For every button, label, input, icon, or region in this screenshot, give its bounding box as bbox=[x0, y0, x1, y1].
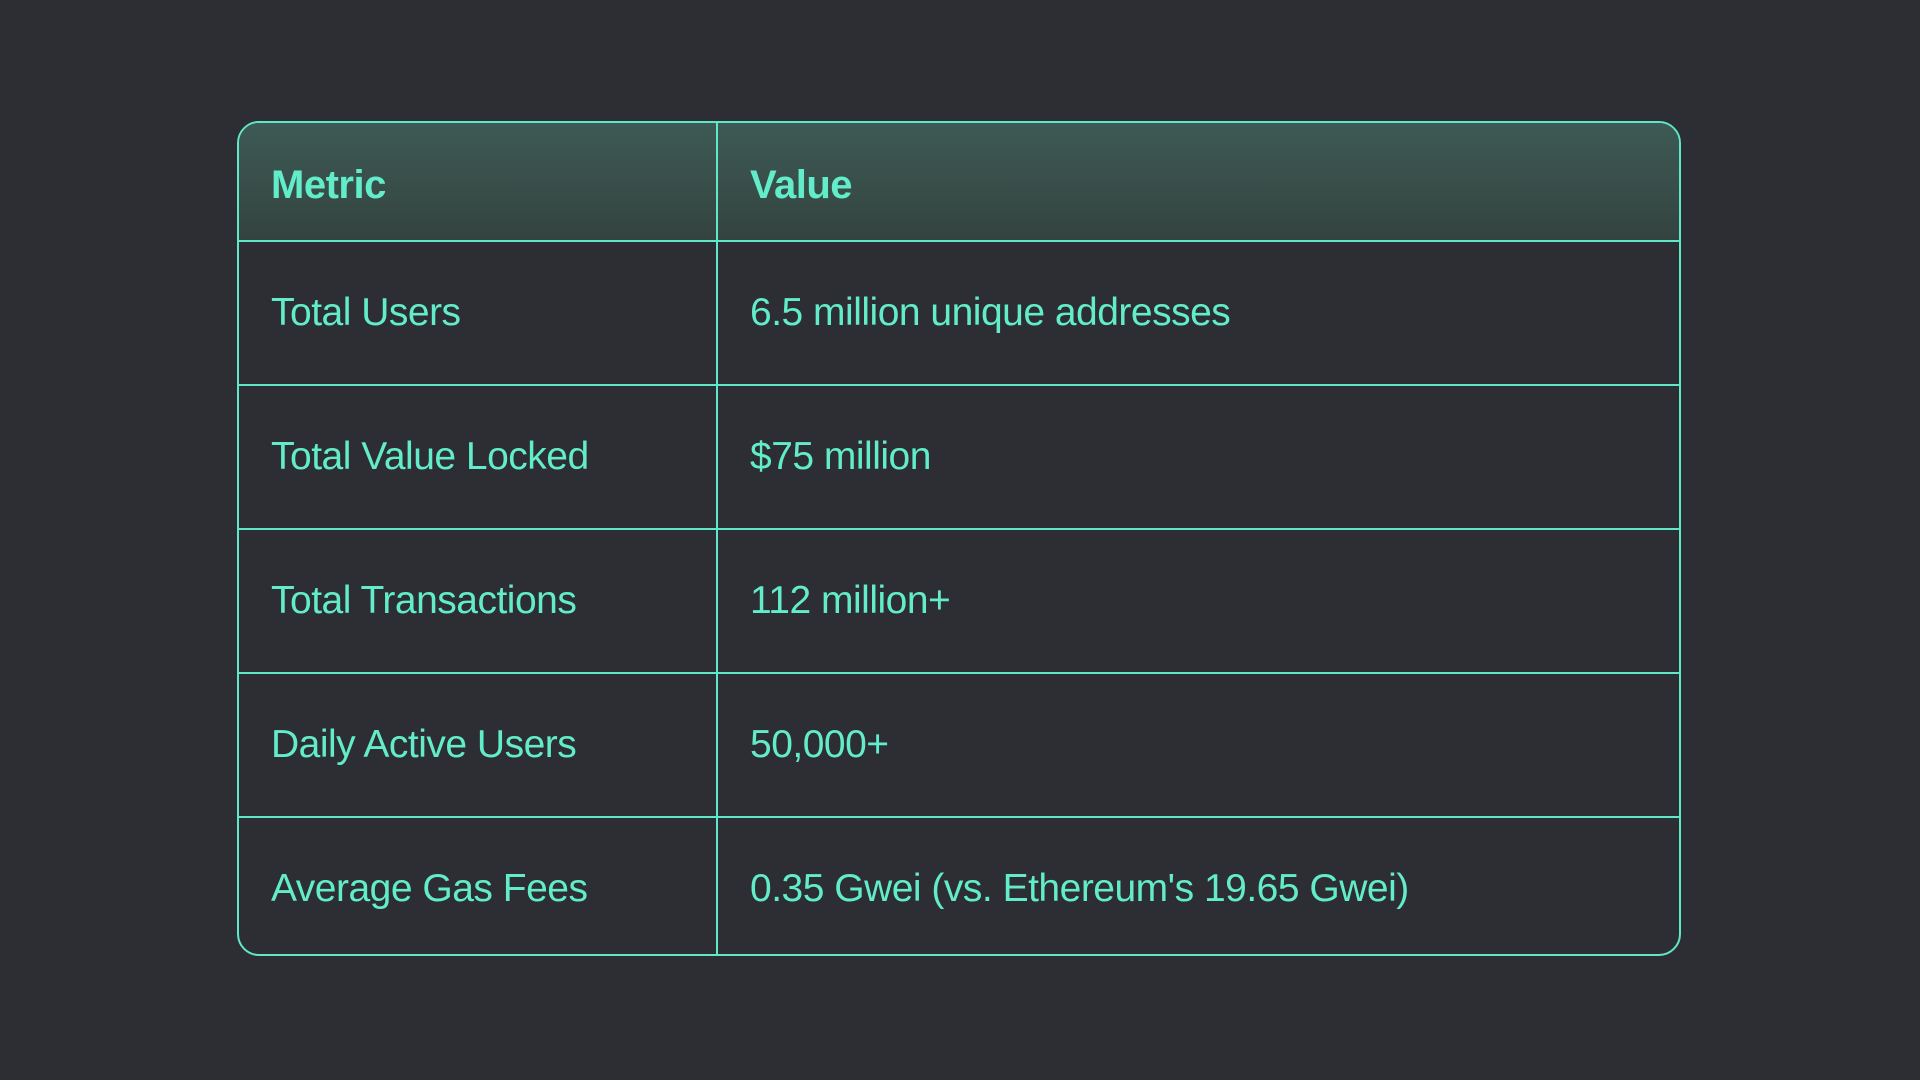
metric-cell: Total Value Locked bbox=[239, 386, 718, 528]
value-cell: $75 million bbox=[750, 435, 931, 478]
header-value: Value bbox=[750, 163, 853, 207]
table-row: Total Transactions 112 million+ bbox=[239, 528, 1679, 672]
metric-cell: Total Users bbox=[239, 242, 718, 384]
metric-cell: Average Gas Fees bbox=[239, 818, 718, 954]
value-cell: 6.5 million unique addresses bbox=[750, 291, 1231, 334]
header-metric: Metric bbox=[239, 123, 718, 240]
value-cell: 0.35 Gwei (vs. Ethereum's 19.65 Gwei) bbox=[750, 867, 1409, 910]
value-cell: 50,000+ bbox=[750, 723, 889, 766]
table-header: Metric Value bbox=[239, 123, 1679, 240]
table-row: Total Value Locked $75 million bbox=[239, 384, 1679, 528]
table-row: Daily Active Users 50,000+ bbox=[239, 672, 1679, 816]
metrics-table: Metric Value Total Users 6.5 million uni… bbox=[237, 121, 1681, 956]
metric-cell: Total Transactions bbox=[239, 530, 718, 672]
value-cell: 112 million+ bbox=[750, 579, 951, 622]
metric-cell: Daily Active Users bbox=[239, 674, 718, 816]
table-row: Average Gas Fees 0.35 Gwei (vs. Ethereum… bbox=[239, 816, 1679, 954]
table-row: Total Users 6.5 million unique addresses bbox=[239, 240, 1679, 384]
